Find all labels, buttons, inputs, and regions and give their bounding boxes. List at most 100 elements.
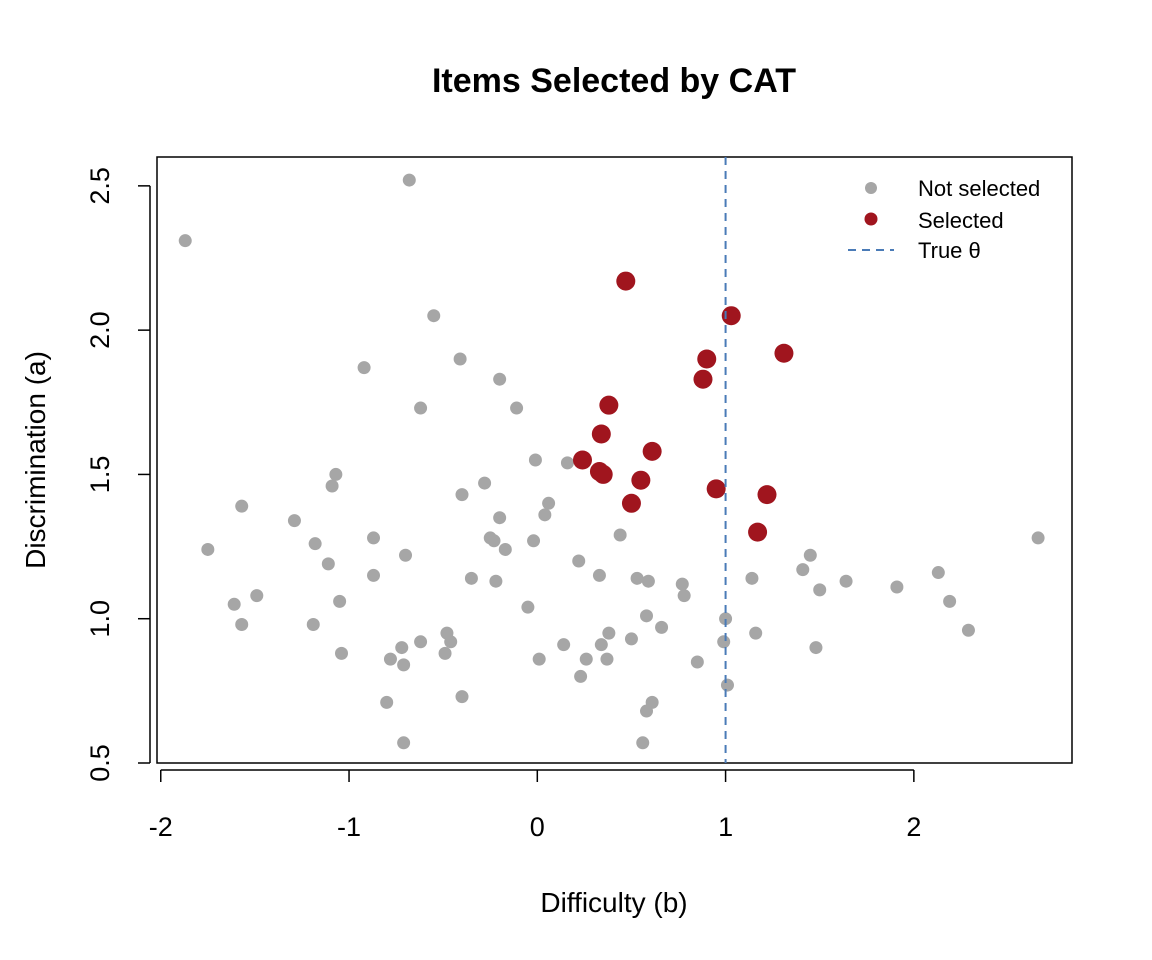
point-not-selected xyxy=(579,652,593,666)
x-tick-label: 0 xyxy=(530,812,545,842)
point-not-selected xyxy=(613,528,627,542)
point-not-selected xyxy=(367,531,381,545)
point-not-selected xyxy=(677,589,691,603)
point-not-selected xyxy=(640,609,654,623)
point-selected xyxy=(748,522,768,542)
point-not-selected xyxy=(890,580,904,594)
point-selected xyxy=(591,424,611,444)
point-not-selected xyxy=(640,704,654,718)
point-not-selected xyxy=(227,597,241,611)
point-not-selected xyxy=(719,612,733,626)
point-not-selected xyxy=(308,537,322,551)
point-not-selected xyxy=(527,534,541,548)
point-not-selected xyxy=(329,467,343,481)
point-not-selected xyxy=(321,557,335,571)
point-not-selected xyxy=(510,401,524,415)
legend-label-selected: Selected xyxy=(918,208,1004,233)
point-not-selected xyxy=(521,600,535,614)
chart-title: Items Selected by CAT xyxy=(432,62,796,100)
point-not-selected xyxy=(602,626,616,640)
point-not-selected xyxy=(557,638,571,652)
point-not-selected xyxy=(380,695,394,709)
point-selected xyxy=(757,485,777,505)
legend-label-not-selected: Not selected xyxy=(918,176,1040,201)
point-not-selected xyxy=(675,577,689,591)
point-not-selected xyxy=(931,566,945,580)
point-not-selected xyxy=(943,594,957,608)
point-not-selected xyxy=(796,563,810,577)
point-not-selected xyxy=(717,635,731,649)
point-not-selected xyxy=(397,658,411,672)
point-not-selected xyxy=(655,620,669,634)
point-not-selected xyxy=(487,534,501,548)
point-not-selected xyxy=(414,635,428,649)
point-not-selected xyxy=(630,571,644,585)
point-not-selected xyxy=(383,652,397,666)
point-selected xyxy=(721,306,741,326)
point-not-selected xyxy=(178,234,192,248)
point-not-selected xyxy=(813,583,827,597)
y-axis-label: Discrimination (a) xyxy=(20,351,51,569)
point-not-selected xyxy=(1031,531,1045,545)
point-not-selected xyxy=(594,638,608,652)
point-selected xyxy=(593,464,613,484)
point-not-selected xyxy=(235,499,249,513)
point-not-selected xyxy=(749,626,763,640)
point-not-selected xyxy=(532,652,546,666)
point-selected xyxy=(706,479,726,499)
point-selected xyxy=(693,369,713,389)
point-not-selected xyxy=(438,646,452,660)
point-not-selected xyxy=(489,574,503,588)
point-not-selected xyxy=(809,641,823,655)
point-not-selected xyxy=(592,568,606,582)
x-axis-label: Difficulty (b) xyxy=(540,887,687,918)
x-tick-label: 1 xyxy=(718,812,733,842)
point-not-selected xyxy=(414,401,428,415)
legend: Not selected Selected True θ xyxy=(848,176,1040,263)
point-selected xyxy=(621,493,641,513)
point-not-selected xyxy=(493,511,507,525)
x-tick-label: -2 xyxy=(149,812,173,842)
point-not-selected xyxy=(803,548,817,562)
point-not-selected xyxy=(287,514,301,528)
point-not-selected xyxy=(690,655,704,669)
point-not-selected xyxy=(641,574,655,588)
point-not-selected xyxy=(306,617,320,631)
point-not-selected xyxy=(333,594,347,608)
point-not-selected xyxy=(399,548,413,562)
point-selected xyxy=(572,450,592,470)
legend-marker-selected xyxy=(864,212,878,226)
point-not-selected xyxy=(250,589,264,603)
point-not-selected xyxy=(478,476,492,490)
point-not-selected xyxy=(427,309,441,323)
point-not-selected xyxy=(636,736,650,750)
point-not-selected xyxy=(720,678,734,692)
point-selected xyxy=(599,395,619,415)
point-not-selected xyxy=(367,568,381,582)
point-selected xyxy=(642,441,662,461)
legend-marker-not-selected xyxy=(865,182,877,194)
point-selected xyxy=(631,470,651,490)
point-not-selected xyxy=(455,690,469,704)
x-axis: -2 -1 0 1 2 xyxy=(149,769,921,842)
point-not-selected xyxy=(357,361,371,375)
legend-label-true-theta: True θ xyxy=(918,238,981,263)
point-selected xyxy=(697,349,717,369)
point-not-selected xyxy=(444,635,458,649)
point-not-selected xyxy=(235,617,249,631)
plot-frame xyxy=(156,156,1073,764)
y-tick-label: 0.5 xyxy=(85,744,115,782)
point-not-selected xyxy=(560,456,574,470)
point-not-selected xyxy=(745,571,759,585)
y-tick-label: 1.0 xyxy=(85,600,115,638)
point-not-selected xyxy=(542,496,556,510)
point-not-selected xyxy=(624,632,638,646)
point-not-selected xyxy=(397,736,411,750)
x-tick-label: 2 xyxy=(906,812,921,842)
point-not-selected xyxy=(455,488,469,502)
points-layer xyxy=(178,173,1045,750)
point-selected xyxy=(774,343,794,363)
point-not-selected xyxy=(574,669,588,683)
x-tick-label: -1 xyxy=(337,812,361,842)
